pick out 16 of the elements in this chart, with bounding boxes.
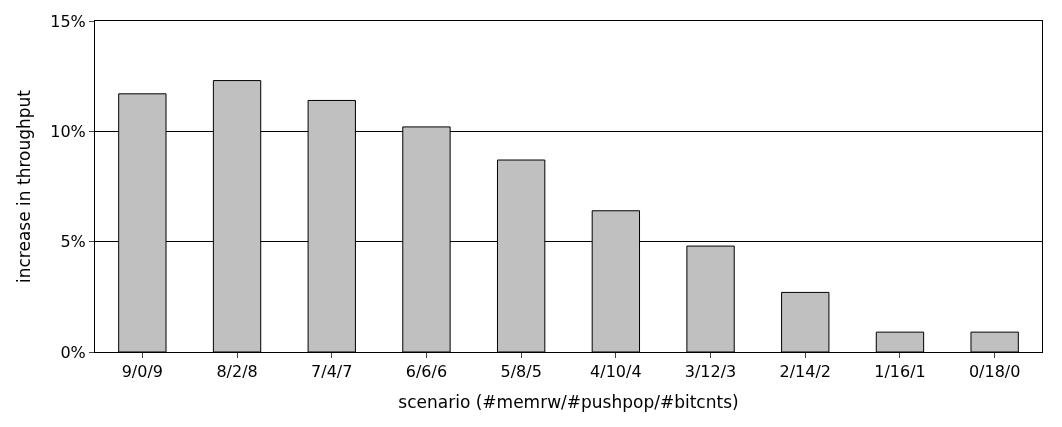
x-tick-label: 3/12/3 [684,362,737,382]
x-tick-label: 8/2/8 [216,362,258,382]
x-tick-label: 6/6/6 [405,362,448,382]
x-tick-label: 7/4/7 [311,362,353,382]
y-axis-title: increase in throughput [13,89,34,283]
x-tick-label: 1/16/1 [874,362,926,382]
y-tick-label: 5% [60,232,86,252]
y-tick-label: 0% [60,342,86,362]
y-tick-label: 10% [50,121,86,141]
x-tick-label: 0/18/0 [968,362,1021,382]
x-tick-label: 9/0/9 [121,362,164,382]
y-tick-label: 15% [50,11,86,31]
x-tick-label: 2/14/2 [779,362,831,382]
x-axis-title: scenario (#memrw/#pushpop/#bitcnts) [398,391,739,412]
x-tick-label: 5/8/5 [500,362,542,382]
x-tick-label: 4/10/4 [590,362,642,382]
